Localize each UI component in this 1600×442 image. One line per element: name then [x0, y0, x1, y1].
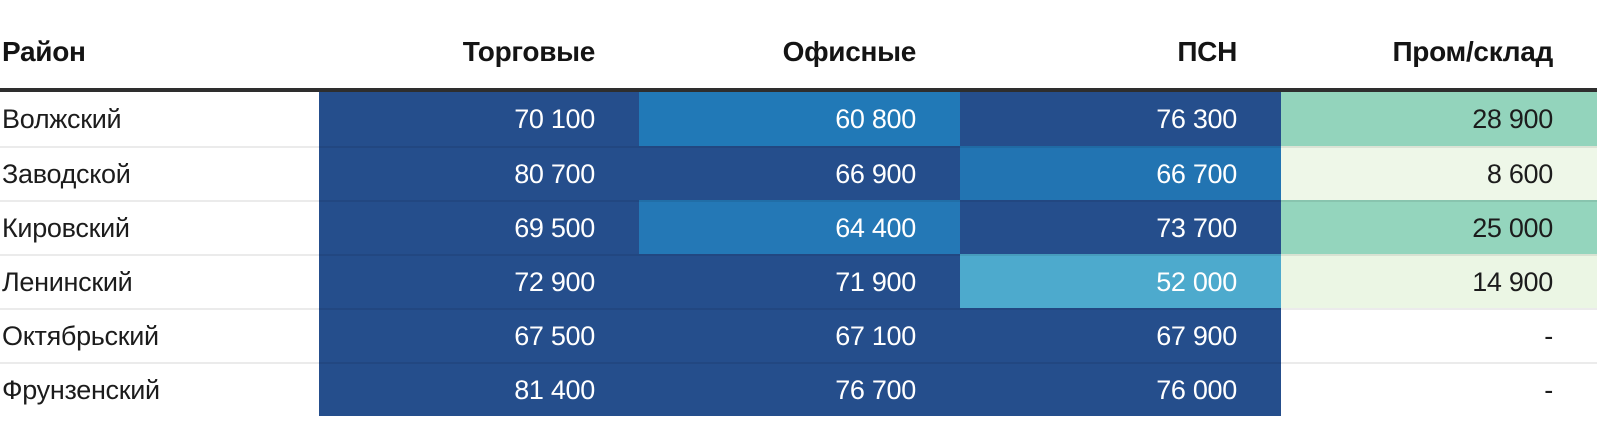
value-cell: 14 900	[1281, 254, 1597, 308]
table-body: Волжский 70 100 60 800 76 300 28 900 Заводс…	[0, 92, 1597, 416]
value-cell: 64 400	[639, 200, 960, 254]
table-row: Фрунзенский 81 400 76 700 76 000-	[0, 362, 1597, 416]
district-cell: Кировский	[0, 200, 319, 254]
value-cell: 67 500	[319, 308, 639, 362]
column-header-psn: ПСН	[1177, 36, 1237, 67]
table-row: Кировский 69 500 64 400 73 700 25 000	[0, 200, 1597, 254]
table-row: Заводской 80 700 66 900 66 700 8 600	[0, 146, 1597, 200]
value-cell: 76 700	[639, 362, 960, 416]
district-cell: Заводской	[0, 146, 319, 200]
value-cell: 60 800	[639, 92, 960, 146]
value-cell: 28 900	[1281, 92, 1597, 146]
value-cell: 66 700	[960, 146, 1281, 200]
column-header-office: Офисные	[782, 36, 917, 67]
value-cell: 76 300	[960, 92, 1281, 146]
value-cell: 80 700	[319, 146, 639, 200]
value-cell: 8 600	[1281, 146, 1597, 200]
table-row: Октябрьский 67 500 67 100 67 900-	[0, 308, 1597, 362]
value-cell: 69 500	[319, 200, 639, 254]
district-cell: Ленинский	[0, 254, 319, 308]
value-cell: 71 900	[639, 254, 960, 308]
column-header-district: Район	[2, 36, 86, 67]
column-header-industrial: Пром/склад	[1392, 36, 1553, 67]
district-cell: Октябрьский	[0, 308, 319, 362]
column-header-retail: Торговые	[462, 36, 596, 67]
value-cell: 67 100	[639, 308, 960, 362]
table-row: Волжский 70 100 60 800 76 300 28 900	[0, 92, 1597, 146]
district-cell: Фрунзенский	[0, 362, 319, 416]
value-cell: 73 700	[960, 200, 1281, 254]
value-cell: 67 900	[960, 308, 1281, 362]
value-cell: 66 900	[639, 146, 960, 200]
value-cell: -	[1281, 308, 1597, 362]
district-cell: Волжский	[2, 103, 122, 134]
value-cell: -	[1281, 362, 1597, 416]
value-cell: 72 900	[319, 254, 639, 308]
table-row: Ленинский 72 900 71 900 52 000 14 900	[0, 254, 1597, 308]
value-cell: 81 400	[319, 362, 639, 416]
value-cell: 52 000	[960, 254, 1281, 308]
header-row: Район Торговые Офисные ПСН Пром/склад	[0, 0, 1597, 92]
value-cell: 76 000	[960, 362, 1281, 416]
value-cell: 70 100	[319, 92, 639, 146]
value-cell: 25 000	[1281, 200, 1597, 254]
price-table: Район Торговые Офисные ПСН Пром/склад Во…	[0, 0, 1597, 416]
